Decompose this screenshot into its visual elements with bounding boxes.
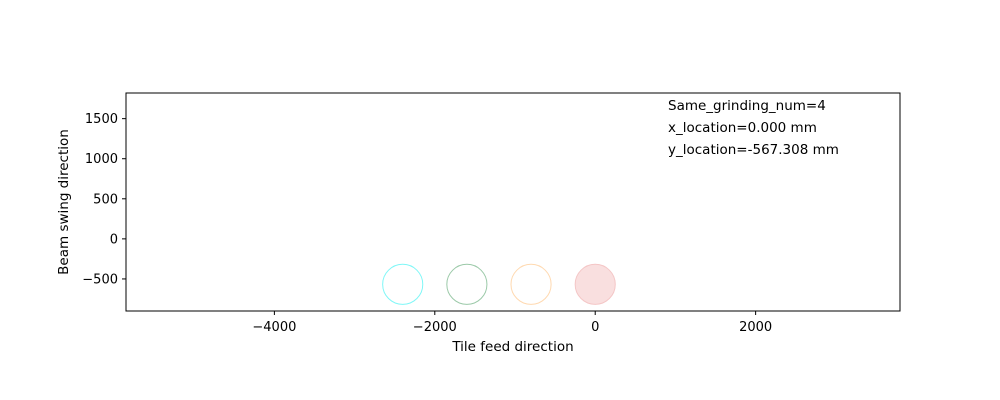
x-tick-label: 0: [591, 320, 599, 335]
grinding-circle: [382, 263, 424, 305]
x-tick-label: −4000: [252, 320, 296, 335]
annotation-y-location: y_location=-567.308 mm: [668, 142, 839, 158]
grinding-circle: [574, 263, 616, 305]
y-axis-label: Beam swing direction: [56, 129, 72, 275]
y-tick-label: 500: [93, 192, 118, 207]
annotation-grinding-num: Same_grinding_num=4: [668, 98, 826, 114]
y-tick-label: 0: [110, 232, 118, 247]
x-tick-label: −2000: [413, 320, 457, 335]
annotation-x-location: x_location=0.000 mm: [668, 120, 817, 136]
x-axis-label: Tile feed direction: [451, 339, 573, 355]
y-tick-label: −500: [82, 272, 118, 287]
x-tick-label: 2000: [739, 320, 772, 335]
grinding-circle: [446, 263, 488, 305]
x-axis: −4000 −2000 0 2000: [252, 311, 772, 335]
y-tick-label: 1500: [85, 112, 118, 127]
y-tick-label: 1000: [85, 152, 118, 167]
grinding-circle: [510, 263, 552, 305]
plot-frame: [125, 92, 901, 312]
circles-layer: [382, 263, 616, 305]
y-axis: −500 0 500 1000 1500: [82, 112, 126, 287]
